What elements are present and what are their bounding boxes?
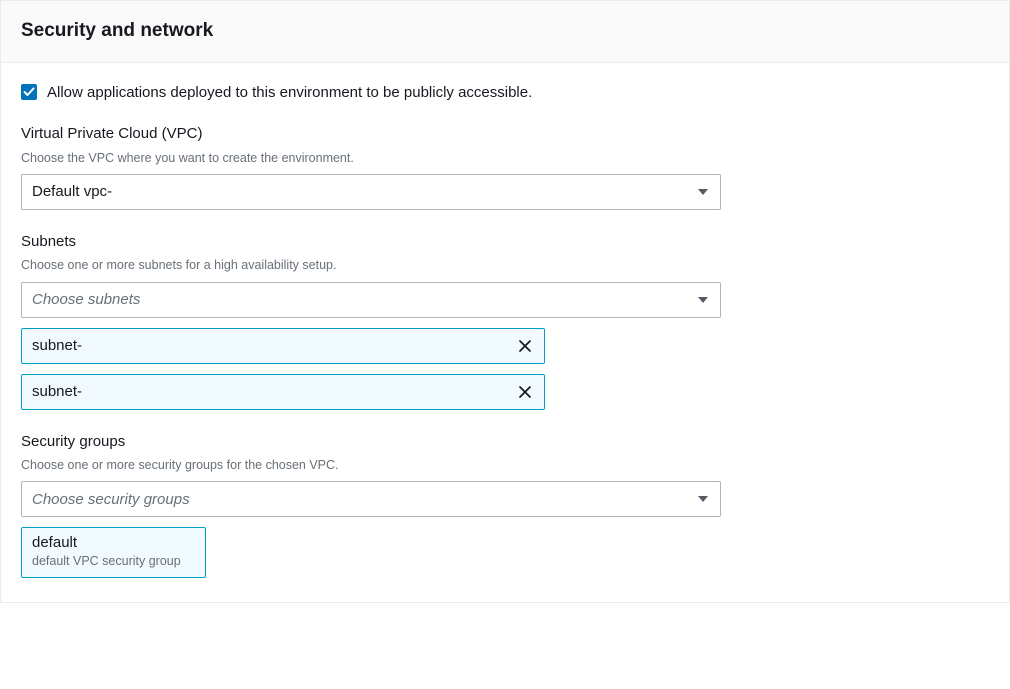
subnets-label: Subnets bbox=[21, 232, 989, 252]
subnet-token-label: subnet- bbox=[32, 336, 82, 356]
security-groups-field: Security groups Choose one or more secur… bbox=[21, 432, 989, 579]
close-icon bbox=[518, 385, 532, 399]
security-groups-select[interactable]: Choose security groups bbox=[21, 481, 721, 517]
chevron-down-icon bbox=[698, 297, 708, 303]
security-network-panel: Security and network Allow applications … bbox=[0, 0, 1010, 603]
subnets-select[interactable]: Choose subnets bbox=[21, 282, 721, 318]
security-group-token: default default VPC security group bbox=[21, 527, 206, 578]
subnets-field: Subnets Choose one or more subnets for a… bbox=[21, 232, 989, 410]
vpc-select-value: Default vpc- bbox=[32, 183, 112, 200]
subnets-selected-list: subnet- subnet- bbox=[21, 328, 545, 410]
public-access-checkbox[interactable] bbox=[21, 84, 37, 100]
public-access-label: Allow applications deployed to this envi… bbox=[47, 83, 532, 103]
remove-subnet-button[interactable] bbox=[514, 335, 536, 357]
panel-body: Allow applications deployed to this envi… bbox=[1, 63, 1009, 603]
panel-title: Security and network bbox=[21, 19, 989, 44]
subnet-token: subnet- bbox=[21, 328, 545, 364]
vpc-label: Virtual Private Cloud (VPC) bbox=[21, 124, 989, 144]
security-groups-label: Security groups bbox=[21, 432, 989, 452]
chevron-down-icon bbox=[698, 496, 708, 502]
security-group-description: default VPC security group bbox=[32, 554, 181, 569]
close-icon bbox=[518, 339, 532, 353]
check-icon bbox=[23, 86, 35, 98]
security-group-name: default bbox=[32, 534, 181, 552]
security-groups-placeholder: Choose security groups bbox=[32, 491, 190, 508]
vpc-field: Virtual Private Cloud (VPC) Choose the V… bbox=[21, 124, 989, 210]
panel-header: Security and network bbox=[1, 1, 1009, 63]
remove-subnet-button[interactable] bbox=[514, 381, 536, 403]
subnets-hint: Choose one or more subnets for a high av… bbox=[21, 257, 989, 273]
public-access-row: Allow applications deployed to this envi… bbox=[21, 83, 989, 103]
security-groups-selected-list: default default VPC security group bbox=[21, 527, 989, 578]
subnets-placeholder: Choose subnets bbox=[32, 291, 140, 308]
subnet-token: subnet- bbox=[21, 374, 545, 410]
vpc-hint: Choose the VPC where you want to create … bbox=[21, 150, 989, 166]
security-groups-hint: Choose one or more security groups for t… bbox=[21, 457, 989, 473]
chevron-down-icon bbox=[698, 189, 708, 195]
subnet-token-label: subnet- bbox=[32, 382, 82, 402]
vpc-select[interactable]: Default vpc- bbox=[21, 174, 721, 210]
